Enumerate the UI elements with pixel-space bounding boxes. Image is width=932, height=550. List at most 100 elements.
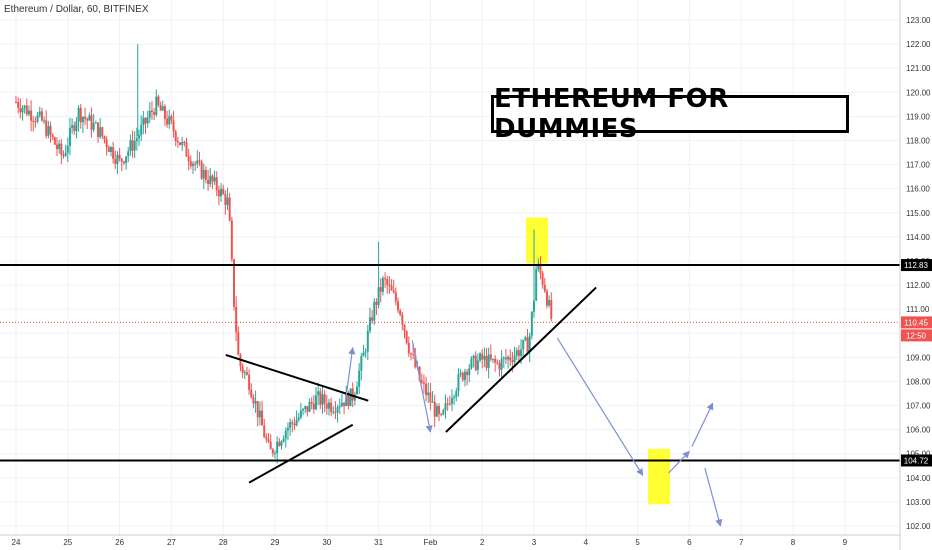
candle-body <box>487 354 490 368</box>
candle-body <box>64 152 67 156</box>
candle-body <box>163 106 166 119</box>
candle-body <box>56 144 59 150</box>
candle-body <box>172 120 175 132</box>
candle-body <box>217 190 220 197</box>
candle-body <box>209 175 212 185</box>
candle-body <box>491 358 494 360</box>
y-tick-label: 123.00 <box>906 16 931 25</box>
candle-body <box>470 358 473 369</box>
y-tick-label: 122.00 <box>906 40 931 49</box>
candle-body <box>62 155 65 157</box>
candle-body <box>116 154 119 164</box>
candle-body <box>79 107 82 123</box>
candle-body <box>191 163 194 166</box>
candle-body <box>179 142 182 145</box>
candle-body <box>481 353 484 360</box>
candle-body <box>196 160 199 165</box>
candle-body <box>457 374 460 392</box>
candle-body <box>36 115 39 122</box>
candle-body <box>332 411 335 413</box>
candle-body <box>336 407 339 413</box>
projection-arrow <box>411 340 433 433</box>
candle-body <box>545 291 548 306</box>
y-tick-label: 111.00 <box>906 305 930 314</box>
candle-body <box>237 332 240 355</box>
candle-body <box>40 111 43 121</box>
candle-body <box>304 406 307 409</box>
candle-body <box>468 368 471 376</box>
candle-body <box>520 349 523 357</box>
candle-body <box>97 122 100 138</box>
candle-body <box>17 102 20 108</box>
candle-body <box>429 392 432 403</box>
candle-body <box>334 411 337 413</box>
candle-body <box>371 317 374 321</box>
candle-body <box>405 331 408 343</box>
candle-body <box>483 355 486 360</box>
candle-body <box>232 259 235 307</box>
x-tick-label: 24 <box>12 538 21 547</box>
chart-title: Ethereum / Dollar, 60, BITFINEX <box>4 4 149 15</box>
candle-body <box>450 398 453 404</box>
candle-body <box>533 300 535 312</box>
y-tick-label: 104.00 <box>906 474 931 483</box>
candle-body <box>148 110 151 118</box>
candle-body <box>58 143 61 150</box>
candle-body <box>261 410 264 426</box>
candle-body <box>397 301 400 311</box>
candle-body <box>109 147 112 152</box>
candle-body <box>19 107 22 113</box>
y-tick-label: 107.00 <box>906 402 931 411</box>
candle-body <box>463 371 466 380</box>
candle-body <box>349 388 352 407</box>
candle-body <box>502 357 505 359</box>
candle-body <box>86 118 89 121</box>
candle-body <box>325 403 328 409</box>
candle-body <box>118 154 121 159</box>
candle-body <box>81 116 84 123</box>
candle-body <box>509 357 512 361</box>
projection-arrow <box>691 402 714 447</box>
x-tick-label: 29 <box>271 538 280 547</box>
candle-body <box>327 402 330 409</box>
candle-body <box>461 372 464 380</box>
x-tick-label: 25 <box>63 538 72 547</box>
candle-body <box>384 278 387 280</box>
candle-body <box>15 101 17 103</box>
candle-body <box>252 397 255 404</box>
candle-body <box>446 403 449 405</box>
y-tick-label: 115.00 <box>906 209 930 218</box>
candle-body <box>189 161 192 166</box>
trend-line <box>225 353 369 402</box>
candle-body <box>386 279 389 286</box>
candle-body <box>438 406 441 414</box>
candle-body <box>198 160 201 162</box>
candle-body <box>379 287 382 292</box>
candle-body <box>340 402 343 407</box>
candle-body <box>155 96 158 115</box>
candle-body <box>32 120 35 122</box>
price-badge-label: 110.45 <box>904 318 928 327</box>
candle-body <box>440 413 443 415</box>
candle-body <box>330 402 333 413</box>
candle-body <box>170 116 173 121</box>
candle-body <box>224 194 227 205</box>
candle-body <box>407 342 410 354</box>
candle-body <box>323 394 326 404</box>
candle-body <box>23 105 26 109</box>
candle-body <box>265 437 268 440</box>
candle-body <box>317 391 320 396</box>
candle-body <box>356 386 359 395</box>
candle-body <box>338 406 341 408</box>
candle-body <box>414 354 417 368</box>
candle-body <box>53 137 56 145</box>
projection-arrow <box>556 337 644 477</box>
y-tick-label: 121.00 <box>906 64 931 73</box>
candle-body <box>453 396 456 399</box>
candle-body <box>114 158 117 164</box>
candle-body <box>535 269 538 301</box>
highlight-spike <box>526 217 548 264</box>
candle-body <box>200 161 203 179</box>
candle-body <box>51 134 54 138</box>
